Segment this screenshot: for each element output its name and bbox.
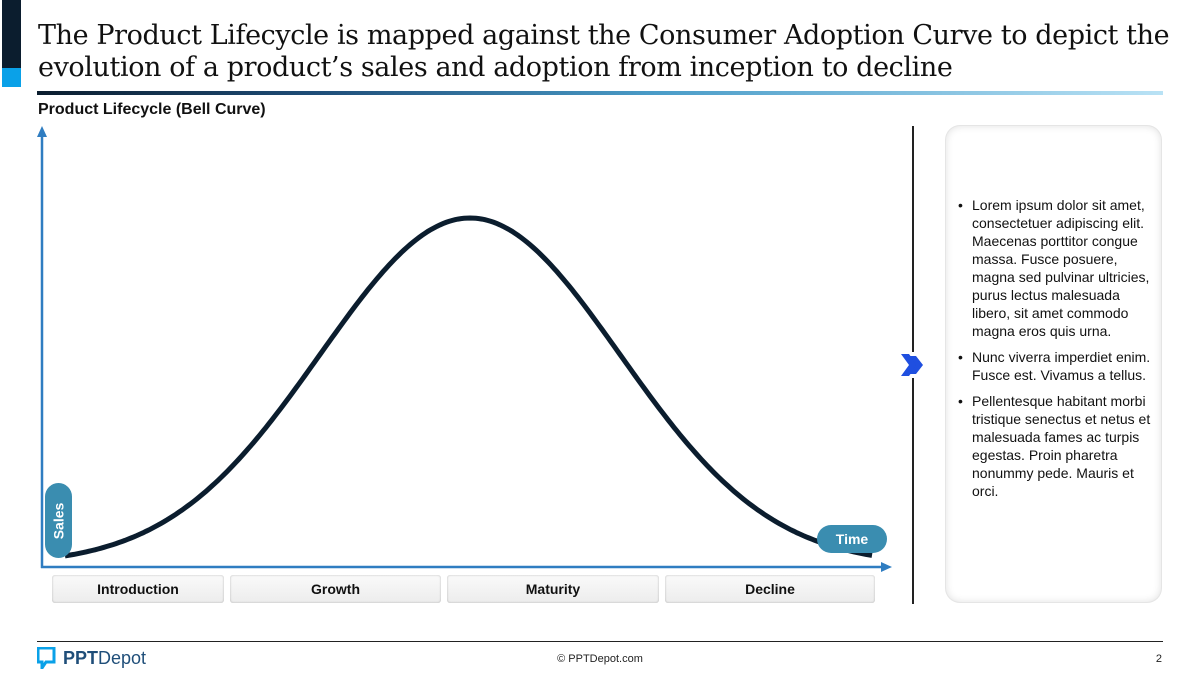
- stage-decline: Decline: [665, 575, 875, 603]
- bullet-item: Lorem ipsum dolor sit amet, consectetuer…: [958, 196, 1151, 340]
- page-title: The Product Lifecycle is mapped against …: [38, 20, 1170, 83]
- footer-divider: [37, 641, 1163, 642]
- copyright-text: © PPTDepot.com: [557, 653, 643, 665]
- y-axis-arrowhead: [37, 126, 47, 137]
- double-chevron-right-icon: [898, 352, 928, 378]
- bullet-item: Nunc viverra imperdiet enim. Fusce est. …: [958, 348, 1151, 384]
- accent-bar-light: [2, 68, 21, 87]
- logo-text: PPTDepot: [63, 647, 147, 668]
- bell-curve: [64, 215, 873, 559]
- sales-label-text: Sales: [50, 502, 67, 539]
- page-number: 2: [1155, 653, 1162, 665]
- stage-maturity: Maturity: [447, 575, 659, 603]
- stage-growth: Growth: [230, 575, 441, 603]
- time-axis-label: Time: [817, 525, 887, 553]
- title-divider: [37, 91, 1163, 95]
- diagram-subtitle: Product Lifecycle (Bell Curve): [38, 101, 266, 118]
- bullet-list: Lorem ipsum dolor sit amet, consectetuer…: [948, 196, 1151, 508]
- logo-icon: [37, 647, 56, 669]
- accent-bar-dark: [2, 0, 21, 68]
- x-axis-arrowhead: [881, 562, 892, 572]
- description-panel: Lorem ipsum dolor sit amet, consectetuer…: [946, 126, 1161, 602]
- stage-introduction: Introduction: [52, 575, 224, 603]
- bullet-item: Pellentesque habitant morbi tristique se…: [958, 392, 1151, 500]
- sales-axis-label: Sales: [45, 483, 72, 558]
- brand-logo: PPTDepot: [37, 647, 146, 669]
